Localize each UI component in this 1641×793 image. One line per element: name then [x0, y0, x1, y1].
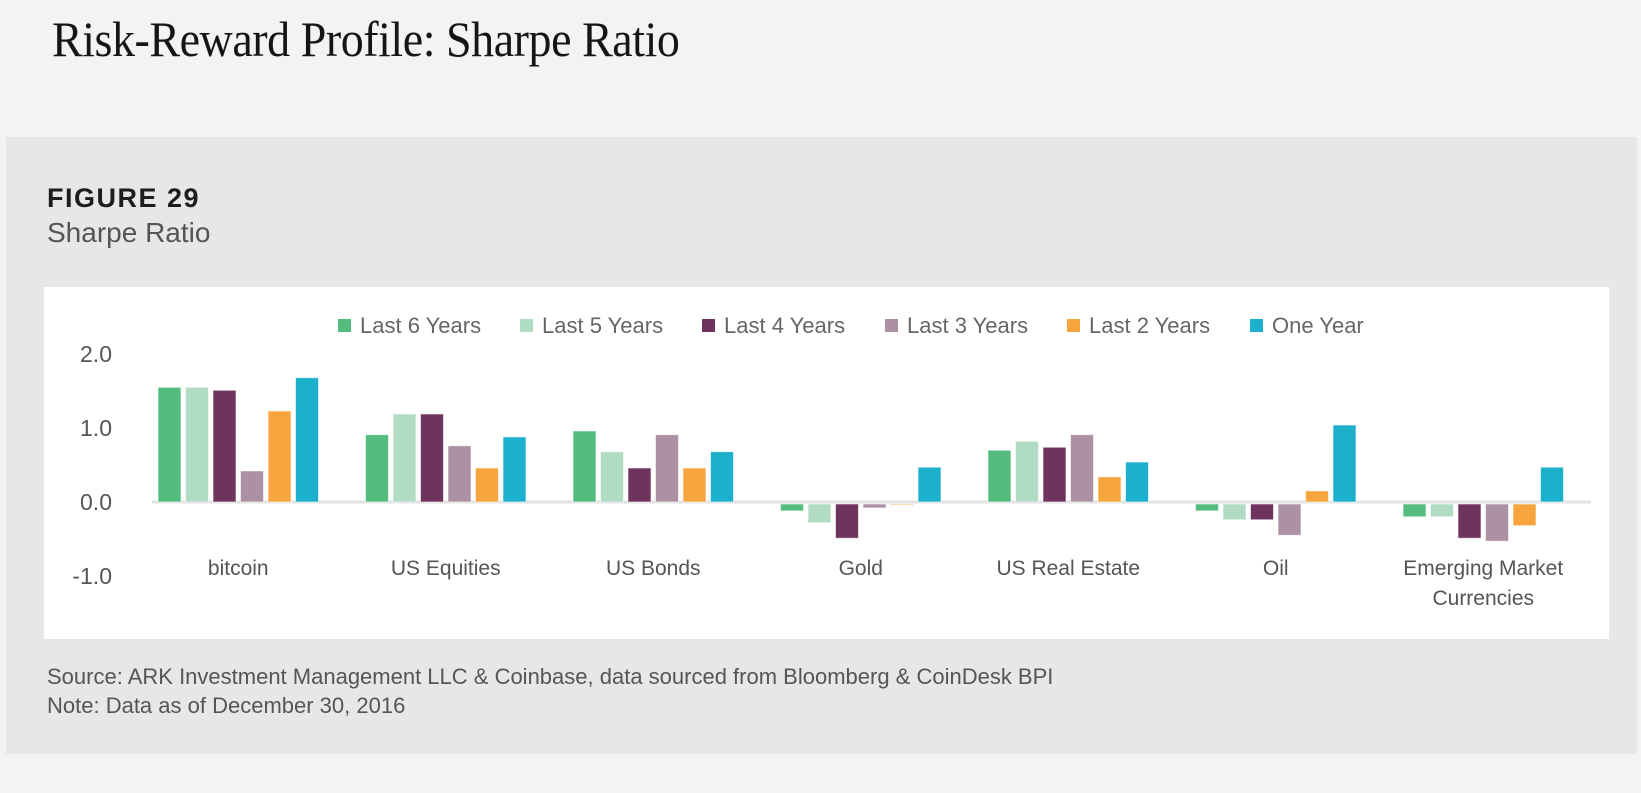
bar-last-5-years	[1222, 503, 1247, 521]
bar-last-6-years	[572, 430, 597, 503]
bar-last-6-years	[1195, 503, 1219, 512]
figure-subtitle: Sharpe Ratio	[47, 217, 211, 248]
category-label: Currencies	[1432, 587, 1534, 610]
bar-one-year	[710, 451, 734, 503]
bar-last-4-years	[1042, 446, 1067, 503]
bar-last-6-years	[157, 386, 182, 503]
category-label: US Real Estate	[996, 557, 1140, 580]
bar-last-2-years	[1512, 503, 1537, 527]
bar-last-5-years	[1015, 440, 1039, 503]
legend-swatch	[520, 319, 533, 332]
date-note: Note: Data as of December 30, 2016	[47, 693, 406, 718]
bar-last-2-years	[267, 410, 292, 503]
source-note: Source: ARK Investment Management LLC & …	[47, 664, 1054, 689]
legend-label: Last 3 Years	[907, 313, 1028, 338]
bar-last-6-years	[365, 434, 389, 503]
bar-last-2-years	[682, 467, 707, 503]
figure-panel: FIGURE 29 Sharpe Ratio 2.0 1.0 0.0 -1.0 bitc…	[6, 137, 1637, 754]
bar-last-4-years	[835, 503, 859, 539]
chart-area: 2.0 1.0 0.0 -1.0 bitcoin US Equities US Bonds G…	[44, 287, 1609, 639]
page-title: Risk-Reward Profile: Sharpe Ratio	[52, 11, 680, 67]
bar-last-5-years	[392, 413, 417, 503]
bar-last-6-years	[780, 503, 804, 512]
bar-last-6-years	[1402, 503, 1427, 518]
legend-swatch	[338, 319, 351, 332]
bar-one-year	[1540, 466, 1564, 503]
bar-last-5-years	[1430, 503, 1454, 518]
legend-swatch	[1250, 319, 1263, 332]
figure-label: FIGURE 29	[47, 183, 201, 213]
legend-label: Last 5 Years	[542, 313, 663, 338]
bar-last-4-years	[1250, 503, 1274, 521]
y-tick-label: 1.0	[80, 415, 112, 441]
y-tick-label: 0.0	[80, 489, 112, 515]
bar-last-3-years	[655, 434, 679, 503]
bar-last-4-years	[1457, 503, 1482, 539]
bar-last-3-years	[1277, 503, 1302, 536]
legend-label: Last 2 Years	[1089, 313, 1210, 338]
legend-label: One Year	[1272, 313, 1364, 338]
bar-last-4-years	[420, 413, 444, 503]
bar-last-4-years	[627, 467, 652, 503]
legend-label: Last 6 Years	[360, 313, 481, 338]
bar-last-5-years	[600, 451, 624, 503]
category-label: bitcoin	[208, 557, 269, 580]
legend-swatch	[1067, 319, 1080, 332]
bar-last-5-years	[807, 503, 832, 524]
bar-last-5-years	[185, 386, 209, 503]
category-label: Gold	[839, 557, 883, 580]
legend-label: Last 4 Years	[724, 313, 845, 338]
legend-swatch	[702, 319, 715, 332]
bar-last-2-years	[475, 467, 499, 503]
legend-swatch	[885, 319, 898, 332]
bar-last-3-years	[447, 445, 472, 503]
bar-last-4-years	[212, 389, 237, 503]
bar-last-2-years	[1305, 490, 1329, 503]
bar-last-3-years	[240, 470, 264, 503]
category-label: Emerging Market	[1403, 557, 1563, 580]
bar-one-year	[917, 466, 942, 503]
y-tick-label: 2.0	[80, 341, 112, 367]
bar-last-3-years	[1485, 503, 1509, 542]
bar-one-year	[295, 377, 319, 503]
bar-last-2-years	[1097, 476, 1122, 503]
category-label: Oil	[1263, 557, 1289, 580]
bar-last-3-years	[862, 503, 887, 509]
bar-one-year	[1125, 461, 1149, 503]
category-label: US Bonds	[606, 557, 701, 580]
bar-last-3-years	[1070, 434, 1094, 503]
bar-one-year	[502, 436, 527, 503]
y-tick-label: -1.0	[72, 563, 112, 589]
category-label: US Equities	[391, 557, 501, 580]
bar-last-6-years	[987, 449, 1012, 503]
bar-one-year	[1332, 424, 1357, 503]
sharpe-ratio-chart: 2.0 1.0 0.0 -1.0 bitcoin US Equities US Bonds G…	[72, 313, 1591, 610]
bar-last-2-years	[890, 503, 914, 506]
